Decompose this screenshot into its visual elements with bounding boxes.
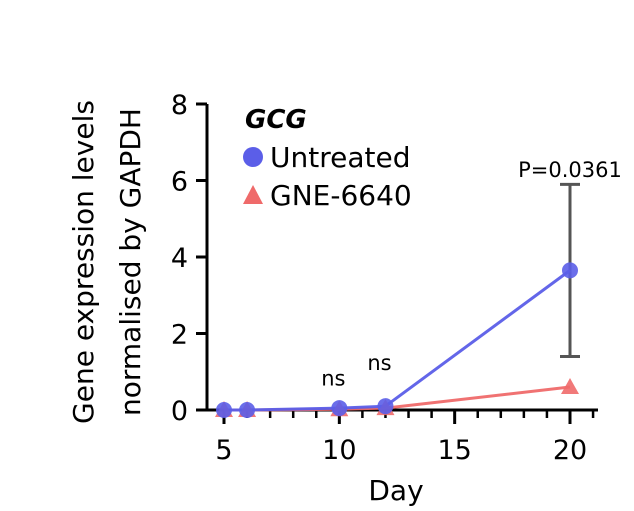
legend-marker-untreated (243, 147, 263, 167)
y-tick-label-0: 0 (171, 396, 188, 427)
y-axis-ticks: 0 2 4 6 8 (171, 90, 207, 427)
x-tick-label-20: 20 (553, 435, 587, 466)
legend: GCG Untreated GNE-6640 (243, 105, 412, 212)
x-axis-title: Day (368, 474, 423, 507)
annotation-p-value: P=0.0361 (518, 158, 622, 182)
x-axis-ticks: 5 10 15 20 (215, 410, 595, 466)
series-line-untreated (224, 269, 571, 412)
annotation-ns-day-12: ns (367, 351, 391, 375)
point-untreated-day-12 (377, 398, 394, 415)
point-untreated-day-5 (216, 402, 232, 418)
x-tick-label-10: 10 (322, 435, 356, 466)
y-axis-title-line-2: normalised by GAPDH (114, 108, 147, 416)
point-gne-6640-day-20 (561, 378, 579, 395)
legend-title: GCG (245, 105, 307, 135)
y-tick-label-2: 2 (171, 320, 188, 351)
y-tick-label-6: 6 (171, 167, 188, 198)
x-tick-label-15: 15 (437, 435, 471, 466)
point-untreated-day-20 (562, 262, 578, 279)
annotations: ns ns P=0.0361 (321, 158, 622, 390)
legend-marker-gne-6640 (243, 185, 263, 204)
point-untreated-day-6 (239, 402, 256, 418)
y-tick-label-8: 8 (171, 90, 188, 121)
x-tick-label-5: 5 (215, 435, 232, 466)
series-lines (224, 269, 571, 412)
y-axis-title-line-1: Gene expression levels (67, 100, 100, 424)
series-markers (215, 262, 579, 418)
legend-label-untreated: Untreated (270, 141, 410, 174)
y-axis-title: Gene expression levels normalised by GAP… (67, 100, 147, 424)
annotation-ns-day-10: ns (321, 366, 345, 390)
legend-label-gne-6640: GNE-6640 (270, 179, 412, 212)
point-untreated-day-10 (331, 400, 348, 417)
y-tick-label-4: 4 (171, 243, 188, 274)
